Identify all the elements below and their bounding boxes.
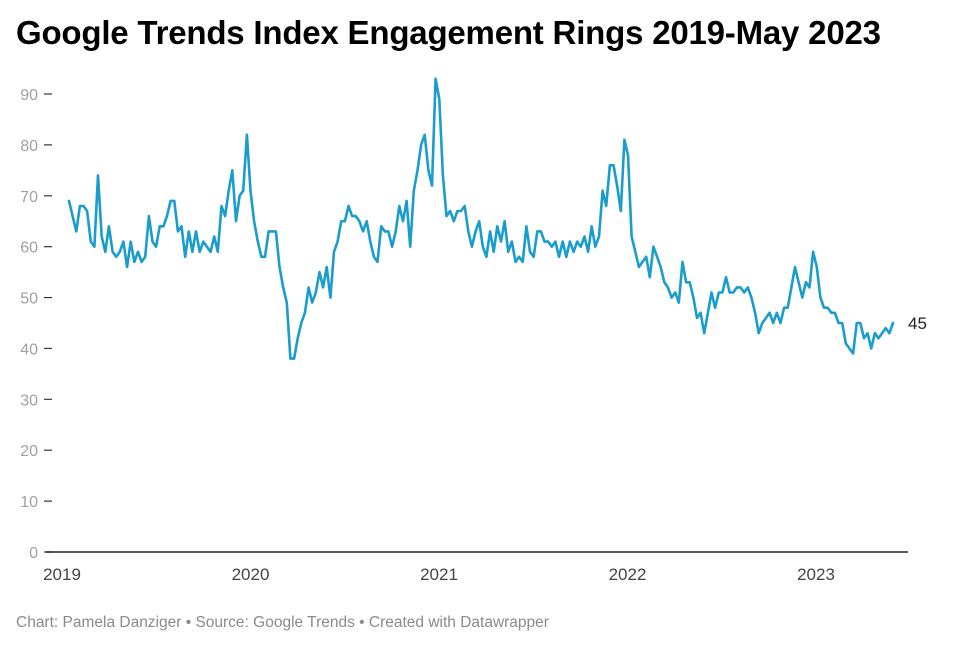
y-tick-label: 0 (29, 545, 38, 562)
y-tick-label: 70 (20, 189, 38, 206)
x-tick-label: 2023 (797, 565, 835, 584)
y-tick-label: 50 (20, 291, 38, 308)
y-tick-label: 80 (20, 138, 38, 155)
x-tick-label: 2019 (43, 565, 81, 584)
x-tick-label: 2022 (609, 565, 647, 584)
series-line (67, 77, 895, 360)
y-tick-label: 40 (20, 341, 38, 358)
x-tick-label: 2020 (232, 565, 270, 584)
y-tick-label: 20 (20, 443, 38, 460)
x-axis: 2019 2020 2021 2022 2023 (43, 551, 908, 584)
y-axis: 0 10 20 30 40 50 60 70 80 90 (20, 87, 52, 562)
y-tick-label: 10 (20, 494, 38, 511)
y-tick-label: 30 (20, 392, 38, 409)
series-end-label: 45 (908, 314, 927, 333)
x-tick-label: 2021 (420, 565, 458, 584)
series-layer: 45 (67, 77, 927, 360)
line-chart: 0 10 20 30 40 50 60 70 80 90 2019 2020 2021 2022 2023… (20, 77, 927, 584)
y-tick-label: 90 (20, 87, 38, 104)
chart-title: Google Trends Index Engagement Rings 201… (16, 14, 881, 51)
y-tick-label: 60 (20, 240, 38, 257)
chart-footer: Chart: Pamela Danziger • Source: Google … (16, 614, 549, 631)
